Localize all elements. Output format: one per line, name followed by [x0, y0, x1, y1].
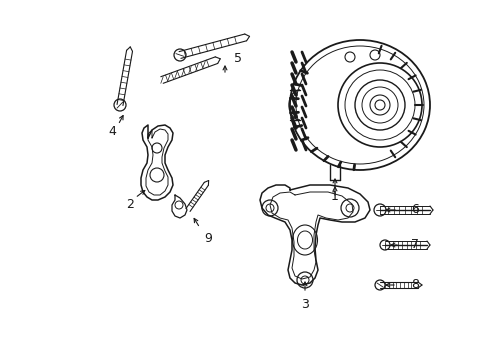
Text: 9: 9: [203, 231, 211, 244]
Text: 7: 7: [410, 238, 418, 252]
Text: 1: 1: [330, 190, 338, 203]
Text: 2: 2: [126, 198, 134, 211]
Text: 6: 6: [410, 203, 418, 216]
Text: 3: 3: [301, 298, 308, 311]
Text: 4: 4: [108, 126, 116, 139]
Text: 5: 5: [234, 51, 242, 64]
Text: 8: 8: [410, 279, 418, 292]
